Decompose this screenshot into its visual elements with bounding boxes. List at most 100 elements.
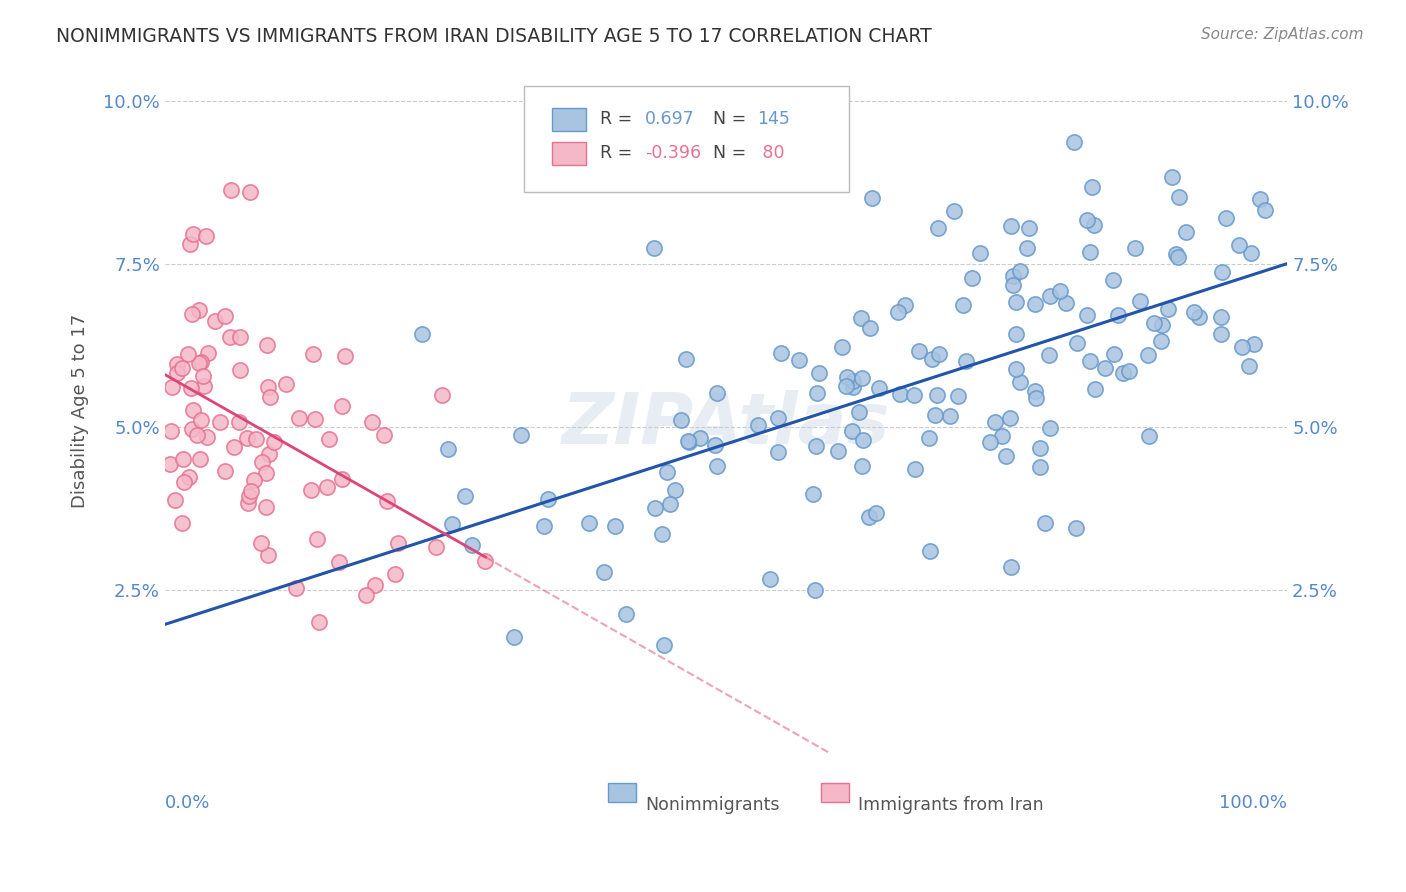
Point — [1001, 269, 1024, 284]
Point — [1209, 327, 1232, 342]
Point — [990, 429, 1012, 443]
Point — [1142, 316, 1164, 330]
Point — [1083, 218, 1105, 232]
Point — [1028, 459, 1050, 474]
Point — [160, 424, 183, 438]
Point — [373, 428, 395, 442]
Point — [801, 487, 824, 501]
Point — [858, 510, 880, 524]
Point — [328, 555, 350, 569]
Point — [578, 516, 600, 530]
Point — [509, 428, 531, 442]
Text: ZIPAtlas: ZIPAtlas — [562, 390, 890, 459]
Point — [995, 450, 1018, 464]
Point — [1005, 326, 1028, 341]
Point — [1000, 410, 1022, 425]
FancyBboxPatch shape — [609, 783, 636, 802]
Point — [842, 380, 865, 394]
Point — [835, 378, 858, 392]
Text: 145: 145 — [758, 110, 790, 128]
Point — [664, 483, 686, 497]
Point — [177, 347, 200, 361]
Point — [1211, 310, 1233, 324]
Point — [181, 307, 204, 321]
Text: R =: R = — [600, 110, 638, 128]
Point — [1107, 308, 1129, 322]
Y-axis label: Disability Age 5 to 17: Disability Age 5 to 17 — [72, 314, 89, 508]
Text: Source: ZipAtlas.com: Source: ZipAtlas.com — [1201, 27, 1364, 42]
Point — [918, 544, 941, 558]
Point — [1164, 246, 1187, 260]
Point — [453, 489, 475, 503]
Point — [257, 447, 280, 461]
Point — [315, 480, 337, 494]
Point — [1230, 340, 1253, 354]
Point — [432, 388, 454, 402]
Point — [1038, 348, 1060, 362]
Point — [411, 326, 433, 341]
Point — [1078, 244, 1101, 259]
Point — [831, 340, 853, 354]
Point — [441, 516, 464, 531]
Point — [245, 432, 267, 446]
Point — [1237, 359, 1260, 373]
Text: Immigrants from Iran: Immigrants from Iran — [859, 797, 1045, 814]
Point — [851, 433, 873, 447]
Point — [1064, 520, 1087, 534]
Text: 0.697: 0.697 — [645, 110, 695, 128]
Point — [1018, 221, 1040, 235]
Point — [318, 432, 340, 446]
Point — [1008, 375, 1031, 389]
Point — [1094, 361, 1116, 376]
Point — [209, 415, 232, 429]
Point — [437, 442, 460, 456]
Point — [1076, 212, 1098, 227]
Point — [1129, 294, 1152, 309]
Point — [425, 540, 447, 554]
Point — [678, 434, 700, 449]
Text: NONIMMIGRANTS VS IMMIGRANTS FROM IRAN DISABILITY AGE 5 TO 17 CORRELATION CHART: NONIMMIGRANTS VS IMMIGRANTS FROM IRAN DI… — [56, 27, 932, 45]
Point — [893, 298, 915, 312]
Point — [1188, 310, 1211, 325]
Point — [868, 380, 890, 394]
Point — [747, 418, 769, 433]
Point — [1254, 203, 1277, 218]
Point — [704, 438, 727, 452]
Point — [1123, 241, 1146, 255]
Point — [1039, 421, 1062, 435]
Point — [159, 457, 181, 471]
Point — [219, 330, 242, 344]
Point — [1000, 560, 1022, 574]
Point — [849, 311, 872, 326]
Point — [1084, 383, 1107, 397]
Point — [214, 464, 236, 478]
Point — [333, 349, 356, 363]
Point — [304, 412, 326, 426]
Point — [308, 615, 330, 629]
Point — [384, 567, 406, 582]
Point — [229, 363, 252, 377]
Point — [804, 582, 827, 597]
Point — [263, 434, 285, 449]
Point — [1063, 135, 1085, 149]
Point — [1211, 265, 1233, 279]
FancyBboxPatch shape — [524, 86, 849, 192]
Point — [204, 313, 226, 327]
Point — [675, 351, 697, 366]
Point — [1024, 296, 1046, 310]
Point — [1001, 278, 1024, 293]
Point — [952, 298, 974, 312]
Point — [1005, 362, 1028, 376]
Point — [239, 186, 262, 200]
Point — [190, 355, 212, 369]
Point — [191, 368, 214, 383]
Point — [190, 413, 212, 427]
Point — [1167, 250, 1189, 264]
Point — [170, 516, 193, 530]
Point — [984, 415, 1007, 429]
Point — [1024, 384, 1046, 399]
Point — [960, 271, 983, 285]
Point — [865, 506, 887, 520]
Point — [928, 347, 950, 361]
Point — [1033, 516, 1056, 531]
